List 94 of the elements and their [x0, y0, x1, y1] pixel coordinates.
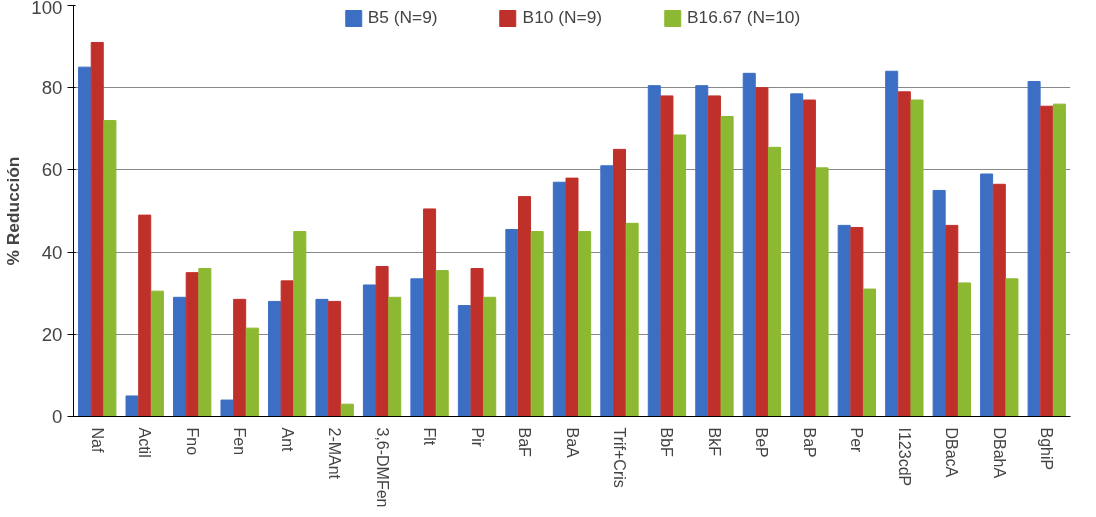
x-tick-label: Per: [848, 427, 866, 454]
bar: [863, 288, 877, 417]
legend-label: B5 (N=9): [367, 7, 438, 28]
bar: [410, 278, 424, 417]
bar: [910, 99, 924, 417]
x-tick-label: DBahA: [990, 427, 1008, 479]
bar: [647, 85, 661, 417]
bar: [233, 298, 247, 417]
bar: [815, 167, 829, 417]
y-tick-label: 100: [31, 0, 63, 18]
bar: [483, 296, 497, 417]
x-tick-label: Fno: [183, 427, 201, 456]
bar: [1040, 105, 1054, 417]
x-tick-label: 2-MAnt: [326, 427, 344, 480]
x-tick-label: BghiP: [1038, 427, 1056, 471]
bar: [957, 282, 971, 417]
bar: [1005, 278, 1019, 417]
bar: [707, 95, 721, 417]
x-tick-label: BaF: [516, 427, 534, 458]
bar: [755, 87, 769, 417]
bar: [885, 70, 899, 417]
bar: [600, 165, 614, 417]
bar: [565, 177, 579, 417]
legend-label: B10 (N=9): [522, 7, 603, 28]
bar: [518, 196, 532, 417]
x-tick-label: I123cdP: [895, 427, 913, 487]
bar: [695, 85, 709, 417]
bar: [435, 270, 449, 417]
y-tick-label: 60: [41, 159, 63, 181]
bar: [280, 280, 294, 417]
bar: [612, 148, 626, 417]
bar: [673, 134, 687, 417]
bar: [457, 305, 471, 417]
bar: [1027, 81, 1041, 417]
x-tick-label: Flt: [421, 427, 439, 446]
bar: [505, 228, 519, 417]
bar: [90, 41, 104, 417]
bar: [897, 91, 911, 417]
bar: [720, 115, 734, 417]
bar: [388, 296, 402, 417]
bar: [578, 231, 592, 417]
bar: [552, 181, 566, 417]
x-tick-label: Fen: [231, 427, 249, 456]
bar: [850, 226, 864, 417]
x-tick-label: BbF: [658, 427, 676, 458]
legend-label: B16.67 (N=10): [687, 7, 801, 28]
bar: [198, 268, 212, 417]
bar: [530, 231, 544, 417]
x-tick-label: BeP: [753, 427, 771, 458]
bar: [103, 120, 117, 417]
bar: [992, 183, 1006, 417]
bar: [742, 72, 756, 417]
bar: [173, 296, 187, 417]
bar: [470, 268, 484, 417]
x-tick-label: Actil: [136, 427, 154, 458]
bar: [125, 395, 139, 417]
x-tick-label: BaP: [800, 427, 818, 458]
x-tick-label: DBacA: [943, 427, 961, 478]
bar: [78, 66, 92, 417]
x-tick-label: 3,6-DMFen: [373, 427, 391, 508]
y-tick-label: 40: [41, 241, 63, 263]
y-tick-label: 80: [41, 77, 63, 99]
bar: [660, 95, 674, 417]
x-tick-label: Trif+Cris: [610, 427, 628, 488]
bar: [315, 298, 329, 417]
x-tick-label: BaA: [563, 427, 581, 459]
bar: [293, 231, 307, 417]
bar: [220, 399, 234, 417]
x-tick-label: Ant: [278, 427, 296, 453]
bar: [375, 265, 389, 417]
bar: [768, 146, 782, 417]
x-tick-label: Pir: [468, 427, 486, 448]
bar: [245, 327, 259, 417]
bar: [267, 300, 281, 417]
bar: [1052, 103, 1066, 417]
y-tick-label: 20: [41, 323, 63, 345]
x-tick-label: Naf: [88, 427, 106, 453]
bar: [802, 99, 816, 417]
bar: [932, 189, 946, 417]
bar: [837, 224, 851, 417]
bar: [362, 284, 376, 417]
bar: [150, 290, 164, 417]
y-axis-title: % Reducción: [3, 156, 24, 266]
bar: [185, 272, 199, 417]
bar: [980, 173, 994, 417]
bar: [945, 224, 959, 417]
bar: [790, 93, 804, 417]
bar: [625, 222, 639, 417]
x-tick-label: BkF: [705, 427, 723, 457]
bar: [340, 403, 354, 417]
y-tick-label: 0: [52, 406, 63, 427]
bar: [423, 208, 437, 417]
bar: [138, 214, 152, 417]
bar: [328, 300, 342, 417]
